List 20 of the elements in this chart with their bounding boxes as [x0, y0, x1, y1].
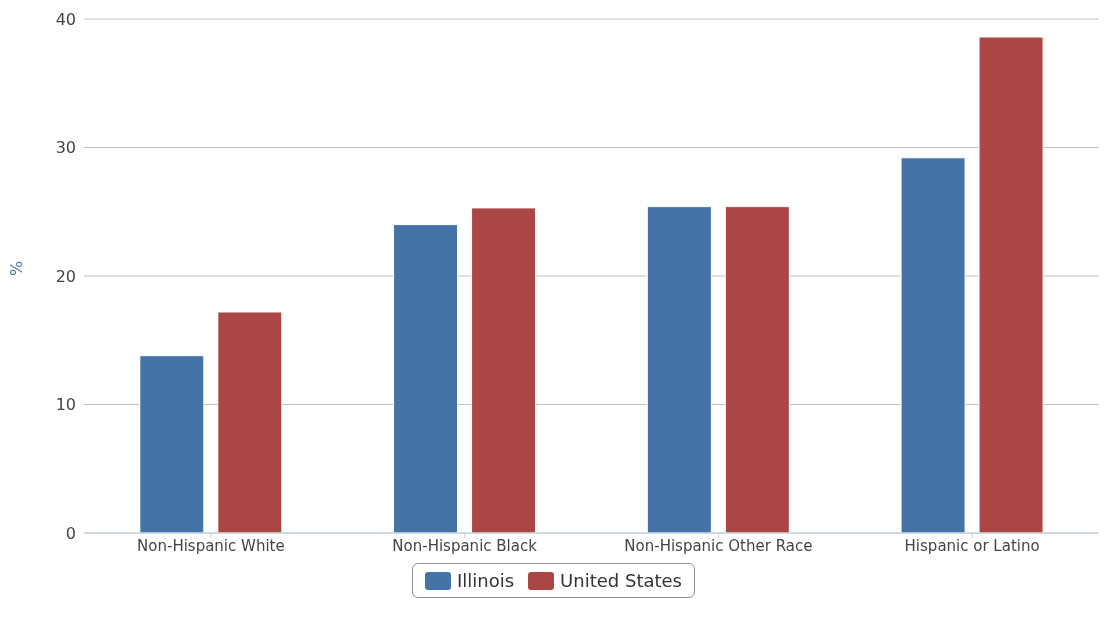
y-tick-label: 40 — [55, 9, 76, 29]
x-tick-label: Non-Hispanic Other Race — [624, 536, 813, 555]
bar — [471, 207, 537, 533]
y-tick-label: 0 — [65, 523, 76, 543]
bar — [139, 355, 205, 533]
bar — [724, 206, 790, 533]
x-tick-label: Non-Hispanic Black — [392, 536, 538, 555]
y-tick-label: 20 — [55, 266, 76, 286]
bar — [646, 206, 712, 533]
bar — [978, 36, 1044, 533]
x-tick-label: Hispanic or Latino — [904, 536, 1040, 555]
bar — [393, 224, 459, 533]
legend-label: United States — [559, 570, 682, 591]
x-tick-label: Non-Hispanic White — [137, 536, 285, 555]
y-tick-label: 30 — [55, 138, 76, 158]
y-axis-title: % — [6, 260, 26, 276]
bar — [217, 311, 283, 533]
bar — [900, 157, 966, 533]
y-tick-label: 10 — [55, 395, 76, 415]
legend-label: Illinois — [456, 570, 515, 591]
